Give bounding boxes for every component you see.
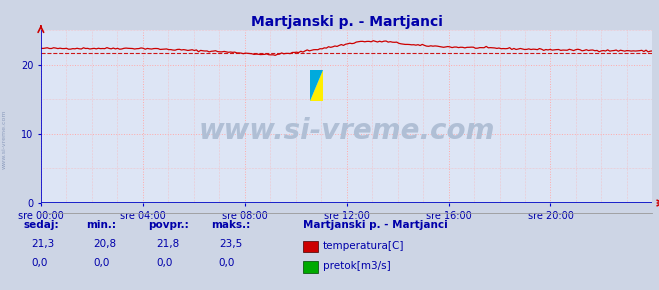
Polygon shape: [310, 70, 324, 101]
Text: www.si-vreme.com: www.si-vreme.com: [2, 109, 7, 169]
Text: sedaj:: sedaj:: [23, 220, 59, 230]
Text: 21,3: 21,3: [31, 239, 54, 249]
Title: Martjanski p. - Martjanci: Martjanski p. - Martjanci: [250, 15, 443, 29]
Text: 0,0: 0,0: [31, 258, 47, 268]
Text: 20,8: 20,8: [94, 239, 117, 249]
Text: 21,8: 21,8: [156, 239, 179, 249]
Polygon shape: [310, 70, 324, 101]
Text: min.:: min.:: [86, 220, 116, 230]
Text: 0,0: 0,0: [219, 258, 235, 268]
Text: www.si-vreme.com: www.si-vreme.com: [198, 117, 495, 144]
Text: maks.:: maks.:: [211, 220, 250, 230]
Text: 0,0: 0,0: [156, 258, 173, 268]
Text: povpr.:: povpr.:: [148, 220, 189, 230]
Text: 23,5: 23,5: [219, 239, 242, 249]
Text: Martjanski p. - Martjanci: Martjanski p. - Martjanci: [303, 220, 448, 230]
Text: 0,0: 0,0: [94, 258, 110, 268]
Text: pretok[m3/s]: pretok[m3/s]: [323, 261, 391, 271]
Text: temperatura[C]: temperatura[C]: [323, 241, 405, 251]
